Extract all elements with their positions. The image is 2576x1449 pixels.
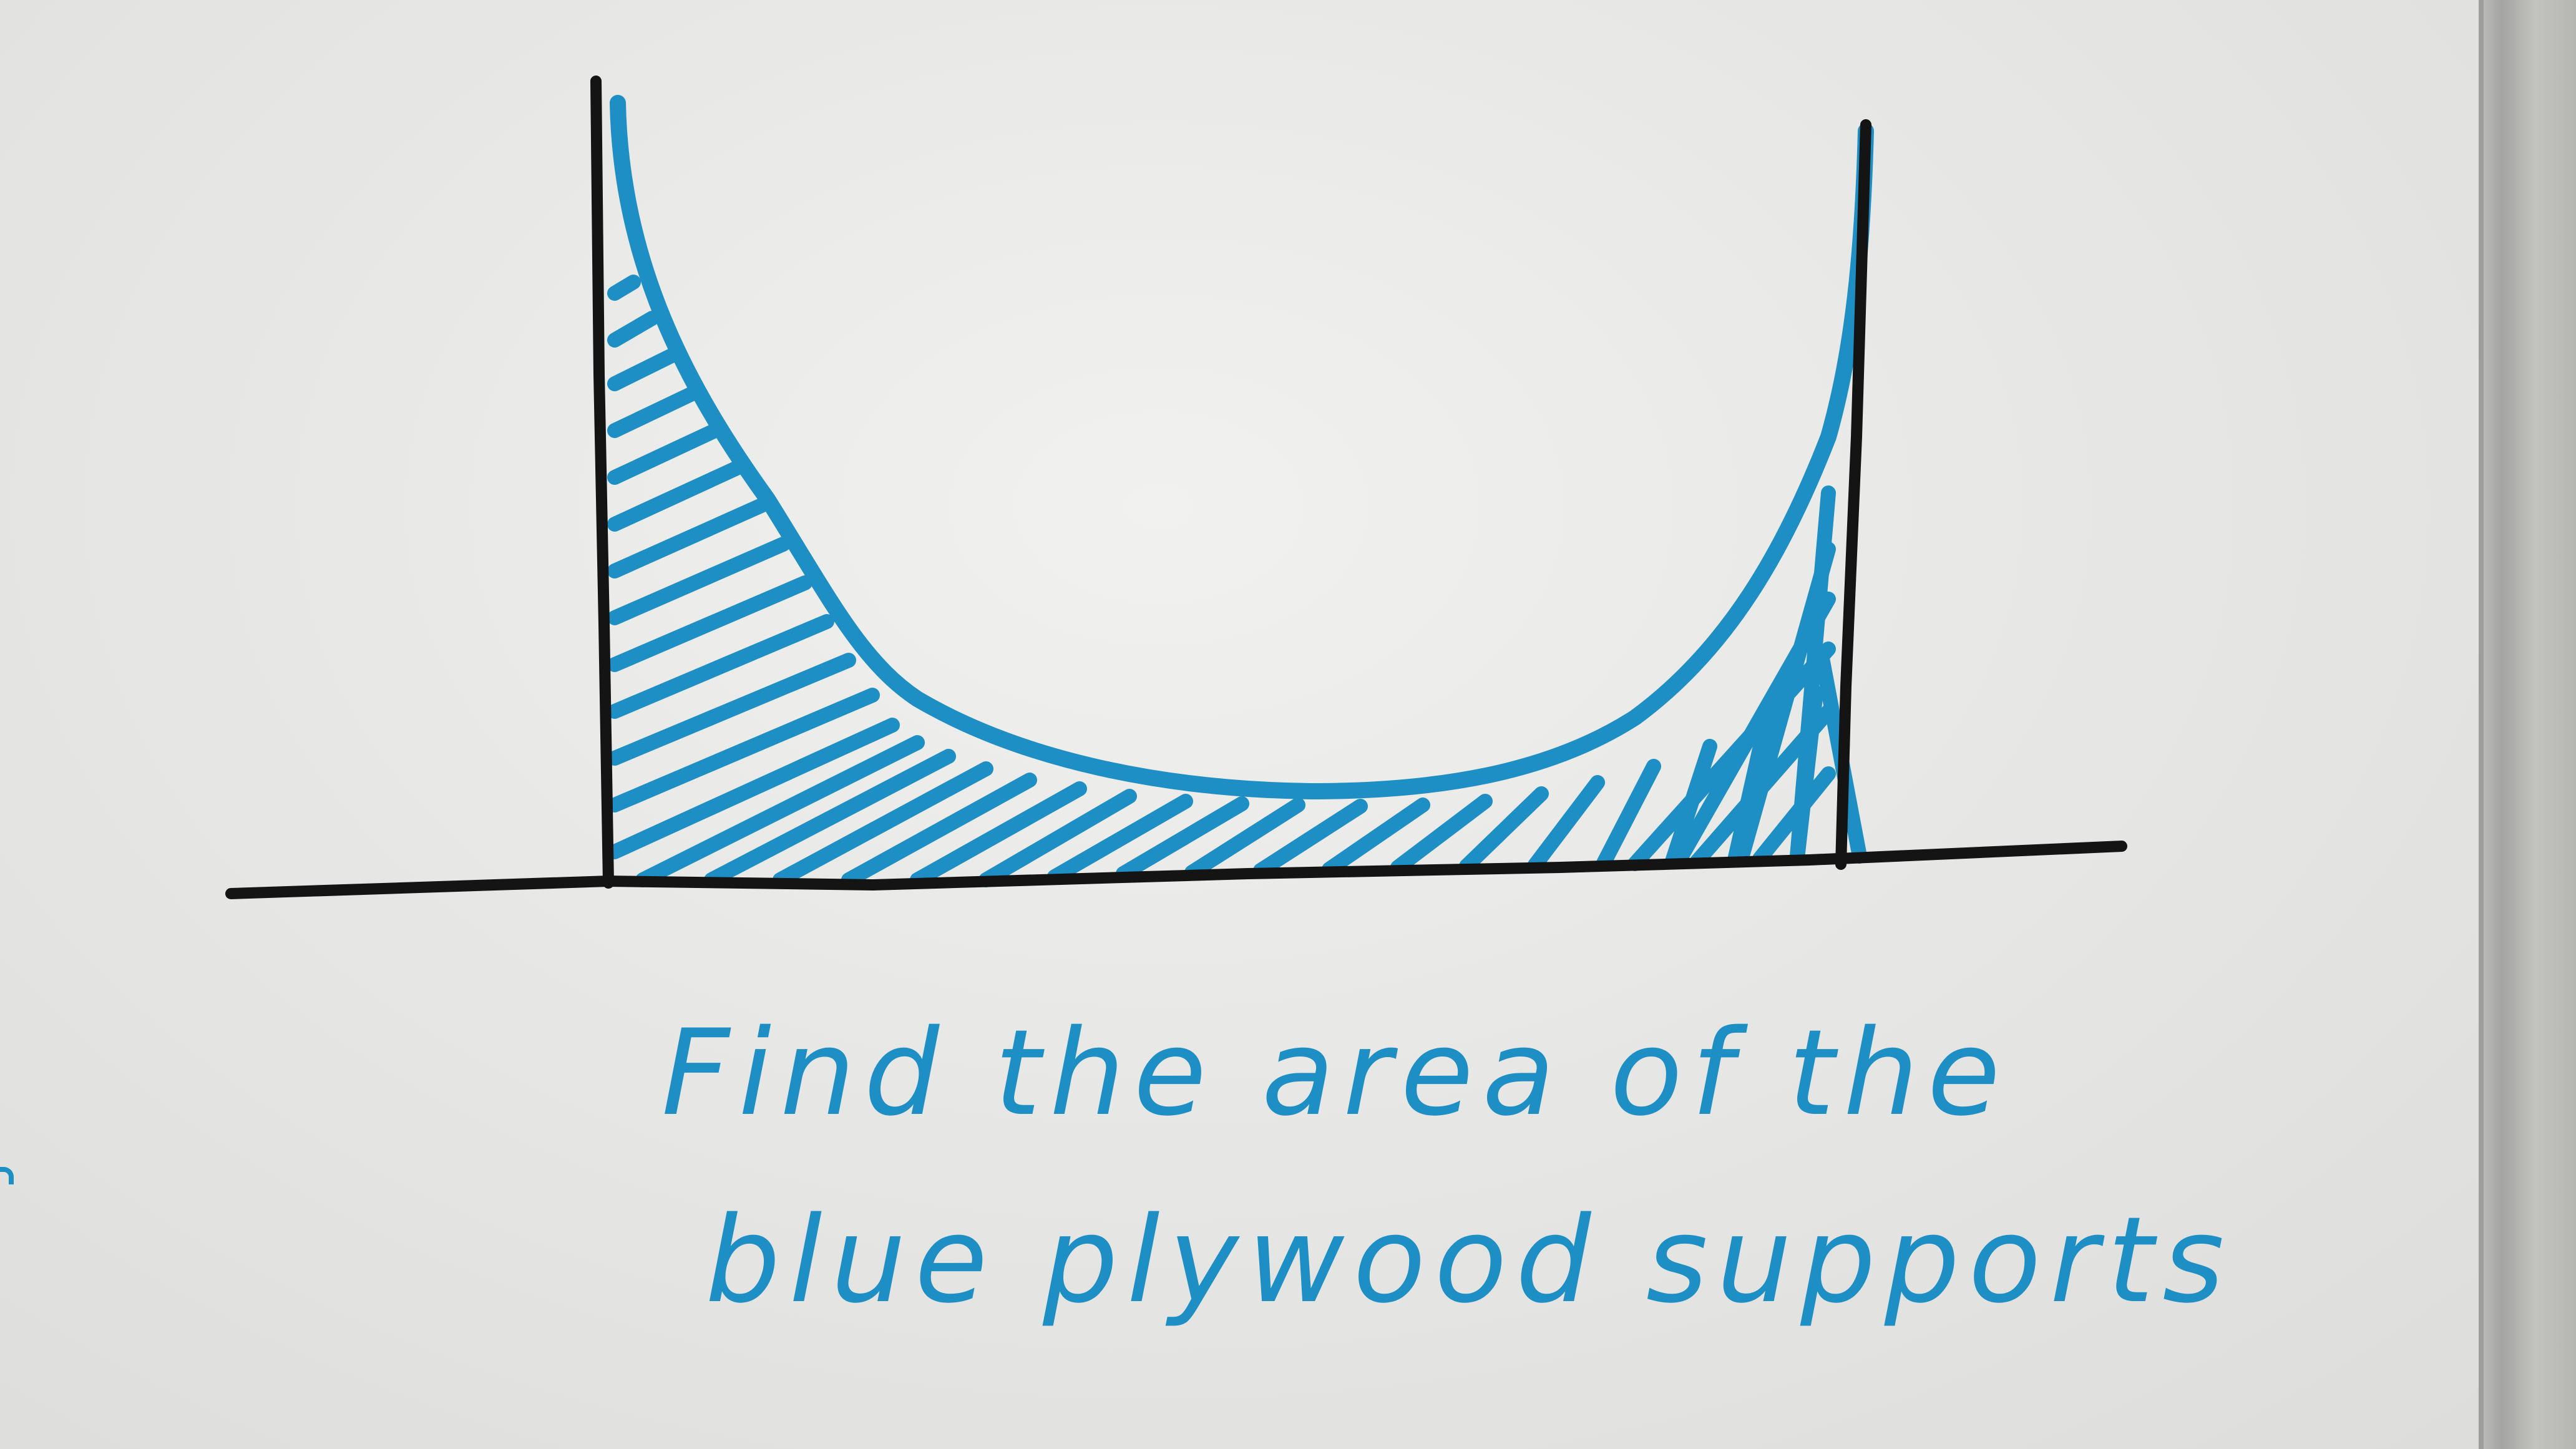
caption-line-2: blue plywood supports — [705, 1191, 2233, 1329]
right-wall — [1835, 119, 1871, 870]
left-support-hatching — [607, 275, 1305, 887]
whiteboard-frame-edge — [2479, 0, 2485, 1449]
left-wall — [590, 76, 614, 889]
problem-caption: Find the area of the blue plywood suppor… — [661, 980, 2233, 1354]
right-support-hatching — [1253, 485, 1867, 878]
caption-line-1: Find the area of the — [661, 1004, 2009, 1142]
curved-ramp-outline — [610, 95, 1874, 800]
wall-beside-whiteboard — [2484, 0, 2576, 1449]
partial-marker-stroke — [0, 1167, 14, 1184]
